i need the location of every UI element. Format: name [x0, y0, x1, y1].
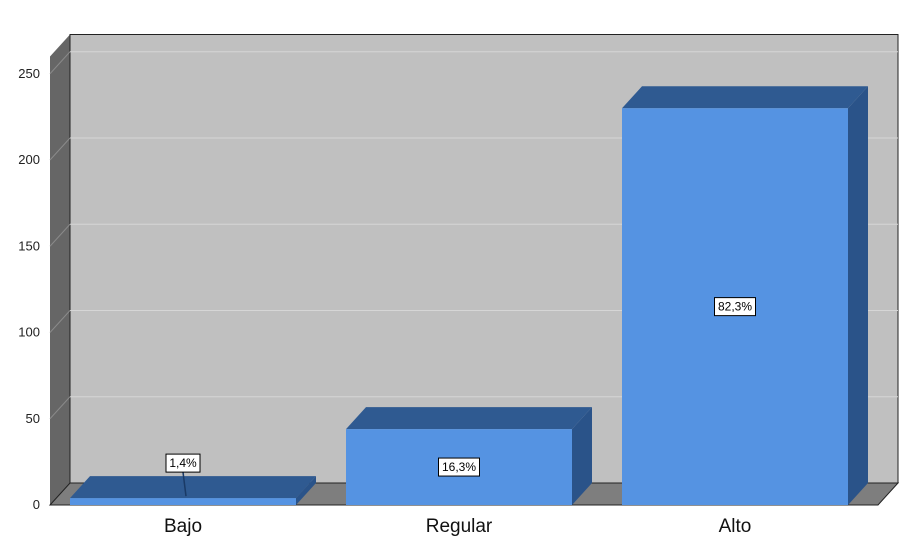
grid-line-wall [49, 396, 71, 420]
y-tick-label: 150 [18, 238, 40, 253]
grid-line-wall [49, 137, 71, 161]
data-label-text: 1,4% [169, 456, 197, 470]
data-label-leader [182, 472, 187, 497]
grid-line-wall [49, 310, 71, 333]
y-tick-label: 100 [18, 325, 40, 340]
data-label-box [165, 453, 201, 473]
x-tick-label: Bajo [164, 516, 202, 537]
data-label-text: 16,3% [442, 460, 476, 474]
bar-side [572, 407, 592, 505]
bar-regular [346, 407, 592, 505]
data-label: 16,3% [438, 457, 480, 477]
data-label: 1,4% [165, 453, 201, 473]
bar-top [346, 407, 592, 430]
data-label: 82,3% [714, 297, 756, 317]
x-tick-label: Alto [719, 516, 752, 537]
bar-top [70, 476, 316, 499]
y-tick-label: 0 [33, 497, 40, 512]
x-tick-label: Regular [426, 516, 493, 537]
y-tick-label: 50 [26, 411, 40, 426]
bar-front [70, 498, 296, 505]
y-tick-label: 250 [18, 66, 40, 81]
grid-line-wall [49, 51, 71, 75]
bar-side [848, 86, 868, 505]
grid-line-wall [49, 223, 71, 247]
y-tick-label: 200 [18, 152, 40, 167]
data-label-box [714, 297, 756, 317]
bar-side [296, 476, 316, 505]
bar-bajo [70, 476, 316, 505]
plot-left-wall [50, 34, 70, 505]
bar-alto [622, 86, 868, 505]
data-label-box [438, 457, 480, 477]
x-axis-labels: Bajo Regular Alto [164, 516, 751, 537]
data-labels: 1,4% 16,3% 82,3% [165, 297, 756, 497]
y-axis-ticks: 0 50 100 150 200 250 [18, 66, 40, 512]
bar-top [622, 86, 868, 109]
data-label-text: 82,3% [718, 300, 752, 314]
